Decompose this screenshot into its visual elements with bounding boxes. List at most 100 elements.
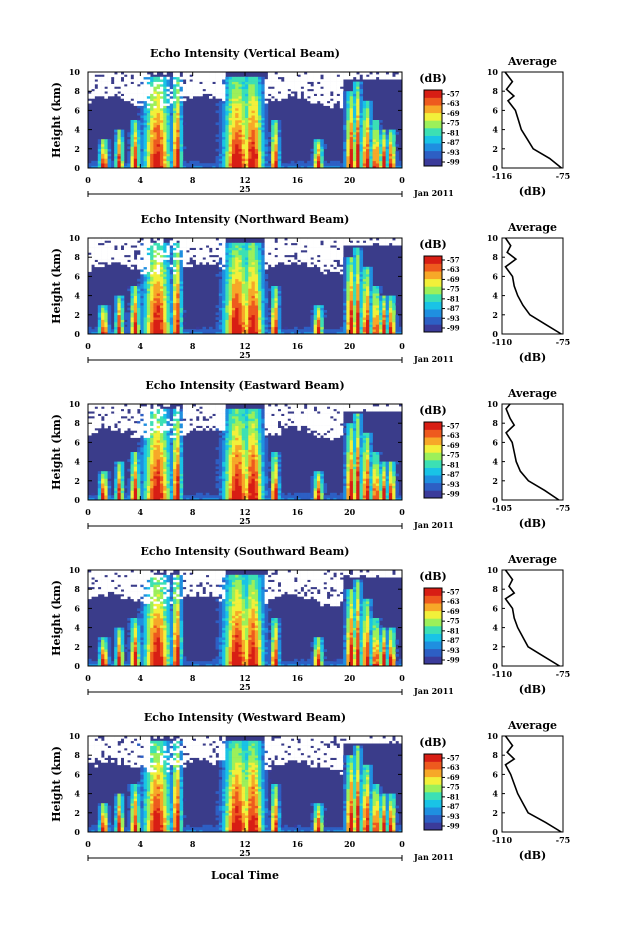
heatmap-cell [130, 129, 135, 133]
heatmap-cell [110, 74, 115, 78]
heatmap-cell [159, 79, 164, 82]
heatmap-cell [277, 160, 282, 164]
heatmap-cell [336, 88, 341, 92]
heatmap-cell [326, 329, 331, 332]
heatmap-cell [114, 156, 118, 159]
heatmap-cell [137, 124, 141, 128]
heatmap-cell [195, 329, 200, 332]
heatmap-cell [362, 288, 367, 292]
heatmap-cell [163, 278, 167, 282]
heatmap-cell [313, 317, 318, 320]
heatmap-cell [117, 146, 122, 150]
heatmap-cell [195, 93, 200, 97]
heatmap-cell [166, 105, 171, 109]
heatmap-cell [245, 158, 249, 162]
heatmap-cell [294, 76, 298, 80]
heatmap-cell [173, 281, 177, 284]
heatmap-cell [238, 165, 243, 169]
heatmap-cell [176, 146, 180, 150]
heatmap-cell [137, 110, 141, 114]
heatmap-cell [333, 247, 337, 251]
heatmap-cell [267, 148, 272, 152]
heatmap-cell [104, 322, 108, 325]
heatmap-cell [117, 329, 122, 332]
heatmap-cell [107, 146, 112, 150]
heatmap-cell [241, 163, 246, 166]
heatmap-cell [218, 310, 223, 313]
heatmap-cell [264, 298, 269, 301]
heatmap-cell [137, 259, 141, 263]
heatmap-cell [366, 158, 370, 162]
heatmap-cell [369, 290, 373, 294]
heatmap-cell [274, 317, 279, 320]
heatmap-cell [382, 329, 386, 332]
heatmap-cell [356, 165, 360, 169]
heatmap-cell [352, 91, 357, 94]
heatmap-cell [179, 105, 184, 109]
heatmap-cell [130, 286, 135, 289]
heatmap-cell [189, 242, 193, 246]
heatmap-cell [140, 264, 144, 268]
heatmap-cell [166, 129, 171, 133]
heatmap-cell [150, 254, 154, 258]
heatmap-cell [271, 76, 275, 80]
heatmap-cell [104, 324, 108, 328]
heatmap-cell [346, 110, 350, 114]
heatmap-cell [362, 300, 367, 304]
heatmap-cell [366, 120, 370, 123]
heatmap-cell [248, 120, 252, 123]
heatmap-cell [349, 310, 354, 313]
heatmap-cell [352, 326, 357, 330]
heatmap-cell [352, 331, 357, 335]
heatmap-cell [176, 324, 180, 328]
heatmap-cell [366, 283, 370, 287]
heatmap-cell [107, 312, 112, 316]
heatmap-cell [215, 163, 220, 166]
heatmap-cell [137, 122, 141, 126]
heatmap-cell [228, 105, 233, 109]
inset-profile-line [504, 71, 563, 169]
heatmap-cell [343, 288, 347, 292]
heatmap-cell [385, 76, 390, 80]
heatmap-cell [251, 139, 256, 142]
heatmap-cell [362, 146, 367, 150]
heatmap-cell [150, 117, 154, 121]
heatmap-cell [254, 144, 259, 147]
heatmap-cell [123, 331, 128, 335]
heatmap-cell [366, 134, 370, 138]
heatmap-cell [166, 76, 171, 80]
heatmap-cell [366, 146, 370, 150]
heatmap-cell [271, 72, 275, 75]
heatmap-cell [261, 81, 265, 85]
heatmap-cell [235, 271, 239, 275]
heatmap-cell [261, 288, 265, 292]
heatmap-cell [153, 262, 157, 265]
heatmap-cell [130, 132, 135, 135]
heatmap-cell [398, 76, 403, 80]
heatmap-cell [218, 105, 223, 109]
heatmap-cell [241, 324, 246, 328]
heatmap-cell [150, 276, 154, 280]
heatmap-cell [349, 271, 354, 275]
heatmap-cell [356, 144, 360, 147]
heatmap-cell [209, 326, 213, 330]
heatmap-cell [323, 240, 328, 244]
heatmap-cell [375, 298, 380, 301]
heatmap-cell [225, 136, 229, 140]
heatmap-cell [297, 247, 301, 251]
heatmap-cell [248, 257, 252, 260]
heatmap-cell [156, 271, 161, 275]
heatmap-cell [379, 286, 383, 289]
heatmap-cell [163, 274, 167, 277]
heatmap-cell [238, 302, 243, 306]
heatmap-cell [241, 252, 246, 256]
heatmap-cell [202, 86, 207, 90]
heatmap-cell [225, 305, 229, 308]
heatmap-cell [267, 329, 272, 332]
heatmap-cell [336, 329, 341, 332]
heatmap-cell [205, 84, 210, 87]
heatmap-cell [326, 240, 331, 244]
heatmap-cell [97, 317, 102, 320]
heatmap-cell [362, 124, 367, 128]
heatmap-cell [222, 257, 226, 260]
